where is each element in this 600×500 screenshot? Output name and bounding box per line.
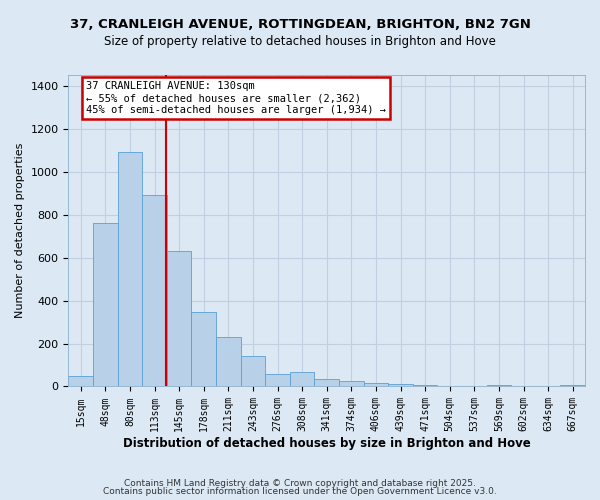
- Bar: [93, 223, 118, 386]
- Bar: [118, 152, 142, 386]
- Text: Contains HM Land Registry data © Crown copyright and database right 2025.: Contains HM Land Registry data © Crown c…: [124, 478, 476, 488]
- Bar: [191, 312, 216, 386]
- Text: Size of property relative to detached houses in Brighton and Hove: Size of property relative to detached ho…: [104, 35, 496, 48]
- Text: 37, CRANLEIGH AVENUE, ROTTINGDEAN, BRIGHTON, BN2 7GN: 37, CRANLEIGH AVENUE, ROTTINGDEAN, BRIGH…: [70, 18, 530, 30]
- Bar: [314, 380, 339, 386]
- Bar: [560, 385, 585, 386]
- Bar: [339, 380, 364, 386]
- X-axis label: Distribution of detached houses by size in Brighton and Hove: Distribution of detached houses by size …: [123, 437, 530, 450]
- Bar: [68, 376, 93, 386]
- Bar: [413, 385, 437, 386]
- Bar: [142, 196, 167, 386]
- Text: Contains public sector information licensed under the Open Government Licence v3: Contains public sector information licen…: [103, 487, 497, 496]
- Y-axis label: Number of detached properties: Number of detached properties: [15, 143, 25, 318]
- Bar: [388, 384, 413, 386]
- Bar: [487, 385, 511, 386]
- Text: 37 CRANLEIGH AVENUE: 130sqm
← 55% of detached houses are smaller (2,362)
45% of : 37 CRANLEIGH AVENUE: 130sqm ← 55% of det…: [86, 82, 386, 114]
- Bar: [290, 372, 314, 386]
- Bar: [265, 374, 290, 386]
- Bar: [216, 338, 241, 386]
- Bar: [364, 382, 388, 386]
- Bar: [241, 356, 265, 386]
- Bar: [167, 251, 191, 386]
